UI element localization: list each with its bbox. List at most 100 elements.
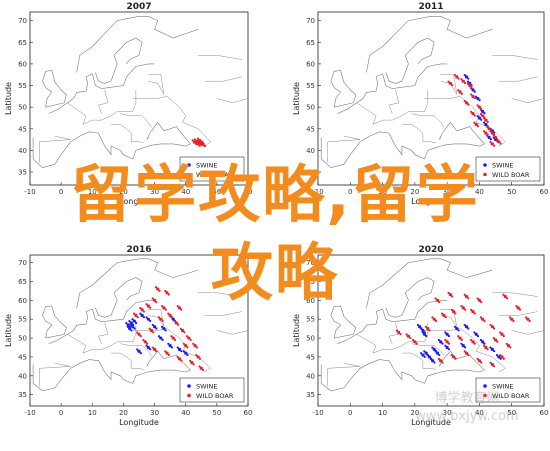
wild-boar-point bbox=[196, 142, 199, 146]
y-tick-label: 45 bbox=[306, 125, 315, 133]
wild-boar-point bbox=[467, 297, 470, 300]
wild-boar-point bbox=[442, 314, 446, 317]
coastline bbox=[385, 37, 435, 84]
swine-point bbox=[479, 338, 482, 342]
x-tick-label: 10 bbox=[378, 188, 387, 196]
swine-point bbox=[125, 321, 128, 325]
swine-point bbox=[176, 346, 179, 349]
country-border bbox=[327, 363, 361, 387]
coastline bbox=[76, 16, 199, 73]
x-axis-label: Longitude bbox=[119, 418, 159, 427]
swine-point bbox=[159, 336, 162, 340]
wild-boar-point bbox=[494, 338, 497, 342]
wild-boar-point bbox=[457, 89, 460, 92]
swine-point bbox=[126, 325, 129, 328]
wild-boar-point bbox=[509, 346, 512, 349]
wild-boar-point bbox=[167, 312, 170, 315]
wild-boar-point bbox=[431, 316, 434, 319]
wild-boar-point bbox=[178, 357, 181, 360]
country-border bbox=[148, 309, 165, 327]
wild-boar-point bbox=[172, 336, 175, 340]
wild-boar-point bbox=[197, 355, 200, 359]
legend-swine-label: SWINE bbox=[196, 162, 217, 170]
wild-boar-point bbox=[148, 327, 151, 330]
y-tick-label: 65 bbox=[306, 39, 315, 47]
swine-point bbox=[131, 318, 134, 321]
y-tick-label: 45 bbox=[18, 125, 27, 133]
swine-point bbox=[161, 325, 164, 328]
wild-boar-point bbox=[151, 346, 154, 349]
wild-boar-point bbox=[526, 318, 529, 321]
swine-point bbox=[137, 350, 141, 353]
swine-point bbox=[462, 344, 465, 347]
wild-boar-point bbox=[454, 357, 457, 360]
wild-boar-point bbox=[505, 342, 508, 345]
x-tick-label: 0 bbox=[59, 188, 63, 196]
swine-point bbox=[433, 361, 436, 364]
wild-boar-point bbox=[480, 107, 483, 111]
x-tick-label: 30 bbox=[443, 188, 452, 196]
coastline bbox=[48, 300, 155, 344]
x-tick-label: 30 bbox=[150, 409, 159, 417]
swine-point bbox=[467, 327, 470, 330]
wild-boar-point bbox=[476, 357, 479, 360]
wild-boar-point bbox=[447, 291, 450, 294]
watermark-line-2: www.bxjyw.com bbox=[415, 409, 519, 424]
swine-point bbox=[480, 118, 483, 121]
swine-point bbox=[478, 99, 481, 102]
wild-boar-point bbox=[198, 365, 201, 368]
wild-boar-point bbox=[467, 353, 470, 357]
wild-boar-point bbox=[475, 123, 478, 126]
wild-boar-point bbox=[463, 350, 466, 353]
x-tick-label: 50 bbox=[212, 188, 221, 196]
country-border bbox=[120, 113, 152, 128]
wild-boar-point bbox=[463, 293, 466, 296]
swine-point bbox=[476, 115, 479, 118]
swine-point bbox=[476, 334, 480, 338]
wild-boar-point bbox=[200, 141, 203, 144]
wild-boar-point bbox=[478, 359, 481, 362]
wild-boar-point bbox=[478, 299, 481, 302]
wild-boar-point bbox=[156, 287, 159, 291]
swine-point bbox=[420, 327, 423, 330]
swine-point bbox=[416, 323, 419, 327]
wild-boar-point bbox=[462, 80, 465, 83]
coastline bbox=[95, 37, 143, 84]
legend-boar-label: WILD BOAR bbox=[492, 171, 530, 179]
y-tick-label: 65 bbox=[18, 278, 27, 286]
wild-boar-point bbox=[434, 297, 437, 300]
legend-boar-marker bbox=[187, 393, 191, 398]
wild-boar-point bbox=[193, 138, 196, 141]
wild-boar-point bbox=[463, 81, 467, 85]
wild-boar-point bbox=[193, 344, 197, 347]
country-border bbox=[411, 113, 445, 128]
swine-point bbox=[418, 325, 421, 328]
wild-boar-point bbox=[486, 125, 489, 129]
swine-point bbox=[488, 136, 491, 139]
wild-boar-point bbox=[465, 352, 468, 355]
wild-boar-point bbox=[489, 130, 492, 133]
wild-boar-point bbox=[164, 289, 167, 293]
wild-boar-point bbox=[488, 127, 491, 130]
wild-boar-point bbox=[184, 344, 187, 347]
wild-boar-point bbox=[460, 304, 463, 308]
y-tick-label: 55 bbox=[306, 82, 315, 90]
wild-boar-point bbox=[200, 367, 203, 370]
y-tick-label: 45 bbox=[306, 353, 315, 361]
wild-boar-point bbox=[189, 338, 192, 341]
legend-box bbox=[179, 377, 245, 403]
wild-boar-point bbox=[158, 289, 161, 292]
coastline bbox=[337, 300, 448, 344]
x-tick-label: 50 bbox=[507, 409, 516, 417]
wild-boar-point bbox=[179, 327, 182, 330]
x-axis-label: Longitude bbox=[411, 197, 451, 206]
wild-boar-point bbox=[153, 348, 156, 351]
country-border bbox=[511, 98, 544, 104]
legend-boar-label: WILD BOAR bbox=[196, 171, 234, 179]
swine-point bbox=[139, 312, 142, 315]
wild-boar-point bbox=[409, 336, 412, 340]
